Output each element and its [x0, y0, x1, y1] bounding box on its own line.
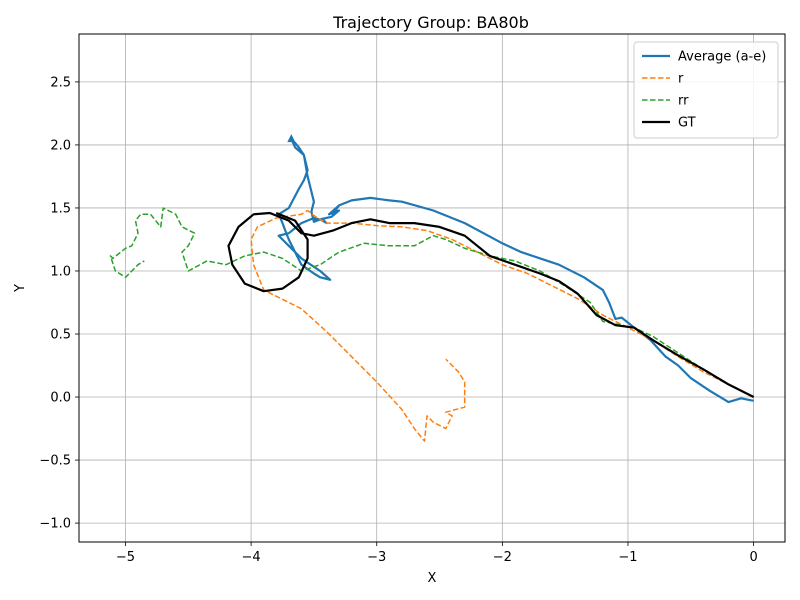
y-tick-label: 0.0 — [50, 391, 71, 406]
y-axis-label: Y — [13, 284, 28, 293]
x-tick-label: −2 — [493, 550, 512, 565]
x-tick-label: −5 — [116, 550, 135, 565]
x-tick-label: 0 — [749, 550, 757, 565]
x-tick-label: −3 — [367, 550, 386, 565]
series-line-rr — [109, 207, 754, 398]
plot-frame — [78, 33, 786, 543]
y-tick-label: 2.0 — [50, 138, 71, 153]
x-axis-label: X — [428, 571, 437, 586]
series-arrowhead — [287, 134, 296, 143]
legend-label: GT — [678, 116, 696, 131]
y-axis: −1.0 −0.5 0.0 0.5 1.0 1.5 2.0 2.5 — [39, 75, 79, 532]
y-tick-label: −1.0 — [39, 517, 71, 532]
x-axis: −5 −4 −3 −2 −1 0 — [116, 542, 758, 565]
legend-label: Average (a-e) — [678, 50, 766, 65]
legend-label: rr — [678, 94, 689, 109]
plot-area — [109, 134, 755, 442]
series-line-gt — [227, 211, 755, 398]
legend-box — [633, 41, 779, 139]
chart-title: Trajectory Group: BA80b — [332, 13, 529, 32]
series-line-average-a-e — [277, 137, 754, 404]
legend-label: r — [678, 72, 684, 87]
x-tick-label: −1 — [618, 550, 637, 565]
y-tick-label: −0.5 — [39, 454, 71, 469]
y-tick-label: 0.5 — [50, 328, 71, 343]
y-tick-label: 1.5 — [50, 201, 71, 216]
y-tick-label: 1.0 — [50, 264, 71, 279]
series-line-r — [250, 209, 754, 442]
x-tick-label: −4 — [242, 550, 261, 565]
y-tick-label: 2.5 — [50, 75, 71, 90]
